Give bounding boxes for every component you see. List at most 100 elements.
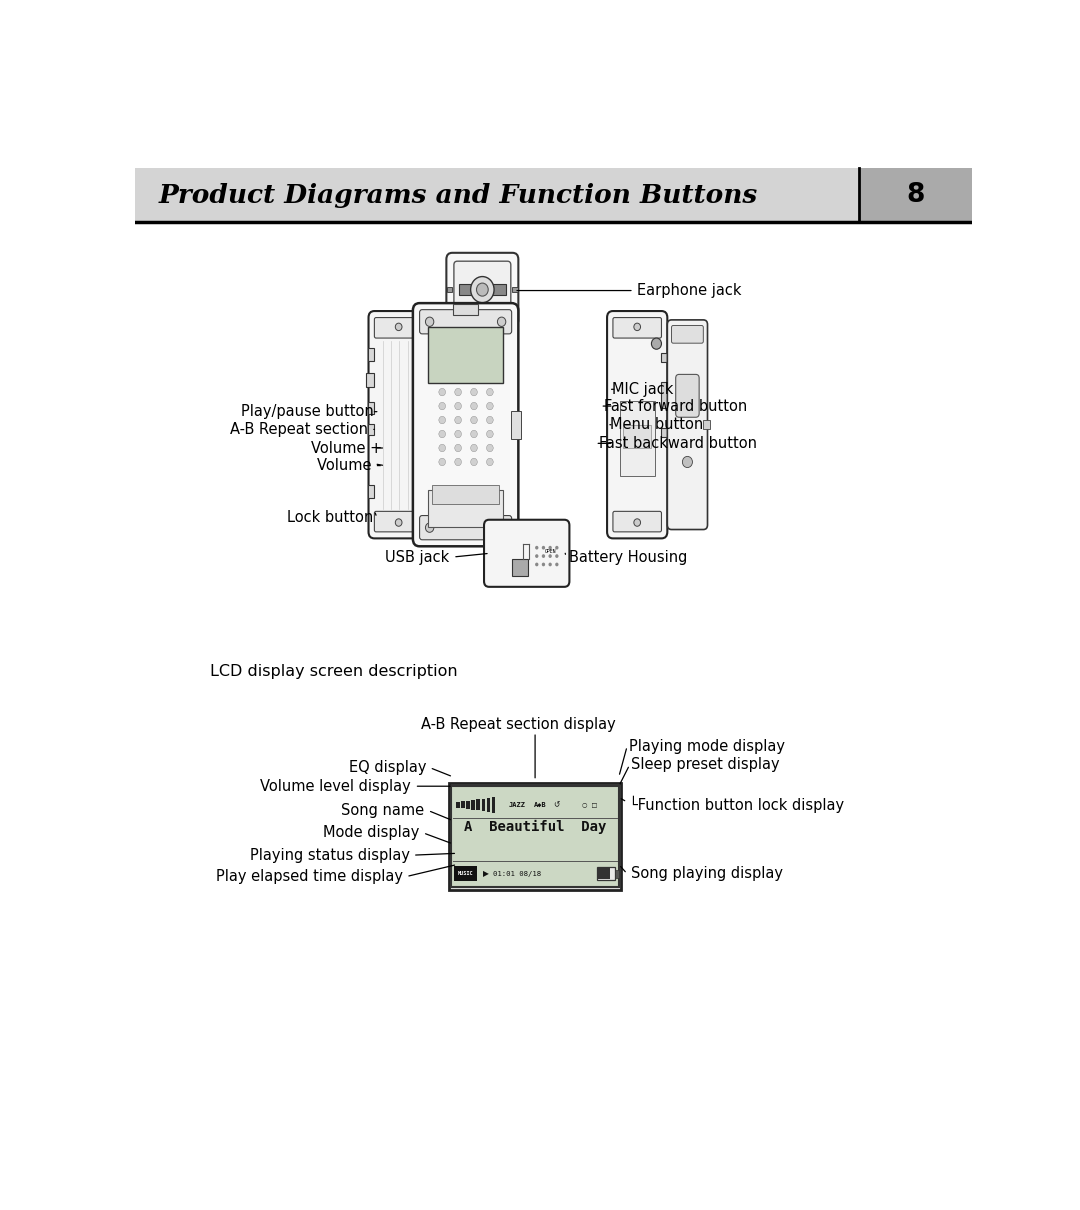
Bar — [486, 797, 490, 812]
Circle shape — [471, 444, 477, 451]
Text: MUSIC: MUSIC — [458, 871, 473, 876]
Circle shape — [535, 563, 539, 566]
Circle shape — [455, 459, 461, 466]
Text: OPEN: OPEN — [545, 549, 556, 554]
Bar — [367, 424, 375, 434]
Bar — [597, 868, 616, 881]
Text: Song name: Song name — [341, 803, 424, 818]
Circle shape — [542, 546, 545, 549]
Bar — [476, 800, 480, 811]
Circle shape — [395, 519, 402, 526]
Bar — [620, 402, 654, 476]
Text: USB jack: USB jack — [386, 549, 449, 565]
Text: Lock button: Lock button — [287, 511, 374, 525]
Circle shape — [395, 323, 402, 330]
Circle shape — [471, 403, 477, 410]
Text: Fast backward button: Fast backward button — [598, 436, 757, 451]
Bar — [482, 799, 485, 811]
Text: ↺: ↺ — [554, 800, 559, 809]
Circle shape — [455, 388, 461, 396]
Text: Volume +: Volume + — [311, 440, 382, 455]
Circle shape — [549, 563, 552, 566]
Text: A  Beautiful  Day: A Beautiful Day — [464, 820, 606, 834]
Circle shape — [438, 459, 446, 466]
Bar — [512, 559, 528, 576]
Text: Song playing display: Song playing display — [631, 866, 783, 881]
Text: Product Diagrams and Function Buttons: Product Diagrams and Function Buttons — [159, 183, 758, 208]
Bar — [432, 485, 499, 503]
Circle shape — [455, 416, 461, 423]
Bar — [467, 801, 470, 809]
Bar — [703, 420, 710, 430]
Bar — [428, 490, 503, 528]
FancyBboxPatch shape — [667, 319, 707, 530]
Bar — [367, 348, 375, 362]
Bar — [135, 168, 859, 223]
FancyBboxPatch shape — [446, 253, 518, 327]
Circle shape — [555, 563, 558, 566]
Bar — [859, 168, 972, 223]
Text: LCD display screen description: LCD display screen description — [211, 664, 458, 679]
Circle shape — [498, 317, 505, 327]
Circle shape — [651, 338, 661, 350]
Bar — [366, 373, 375, 387]
Text: JAZZ: JAZZ — [509, 802, 525, 808]
Bar — [623, 425, 651, 448]
Text: └Function button lock display: └Function button lock display — [629, 795, 843, 813]
Bar — [491, 797, 495, 813]
Circle shape — [455, 444, 461, 451]
FancyBboxPatch shape — [375, 317, 423, 338]
FancyBboxPatch shape — [672, 325, 703, 344]
Circle shape — [683, 456, 692, 467]
Circle shape — [471, 416, 477, 423]
Circle shape — [476, 283, 488, 296]
Bar — [367, 485, 375, 499]
Circle shape — [555, 546, 558, 549]
Bar — [461, 801, 464, 808]
Circle shape — [471, 277, 494, 302]
Circle shape — [471, 388, 477, 396]
Circle shape — [426, 523, 434, 532]
Text: MIC jack: MIC jack — [612, 382, 674, 397]
FancyBboxPatch shape — [613, 317, 661, 338]
Circle shape — [634, 323, 640, 330]
Bar — [616, 870, 619, 877]
Circle shape — [455, 431, 461, 438]
Circle shape — [486, 388, 494, 396]
Text: Menu button: Menu button — [610, 417, 704, 432]
Circle shape — [438, 388, 446, 396]
Text: A-B Repeat section display: A-B Repeat section display — [421, 718, 616, 732]
Text: Fast forward button: Fast forward button — [604, 398, 747, 414]
Bar — [598, 869, 610, 880]
FancyBboxPatch shape — [368, 311, 429, 538]
Circle shape — [535, 546, 539, 549]
Bar — [472, 800, 475, 809]
Circle shape — [486, 444, 494, 451]
Circle shape — [486, 459, 494, 466]
Circle shape — [542, 563, 545, 566]
FancyBboxPatch shape — [607, 311, 667, 538]
Bar — [661, 382, 672, 408]
Text: 01:01 08/18: 01:01 08/18 — [494, 871, 541, 877]
FancyBboxPatch shape — [420, 310, 512, 334]
FancyBboxPatch shape — [484, 520, 569, 587]
Text: Playing status display: Playing status display — [249, 848, 409, 863]
Circle shape — [438, 403, 446, 410]
Circle shape — [486, 431, 494, 438]
Bar — [511, 410, 521, 439]
Text: Play elapsed time display: Play elapsed time display — [216, 869, 403, 885]
FancyBboxPatch shape — [454, 261, 511, 318]
Circle shape — [634, 519, 640, 526]
Text: Volume level display: Volume level display — [260, 779, 411, 794]
Text: Playing mode display: Playing mode display — [629, 738, 785, 754]
Circle shape — [549, 554, 552, 558]
Bar — [513, 287, 517, 293]
Bar — [457, 802, 460, 807]
Text: 8: 8 — [906, 182, 924, 208]
FancyBboxPatch shape — [613, 512, 661, 532]
Text: ▶: ▶ — [483, 869, 489, 878]
Bar — [661, 353, 670, 362]
Bar — [447, 287, 453, 293]
Circle shape — [498, 523, 505, 532]
FancyBboxPatch shape — [413, 304, 518, 546]
